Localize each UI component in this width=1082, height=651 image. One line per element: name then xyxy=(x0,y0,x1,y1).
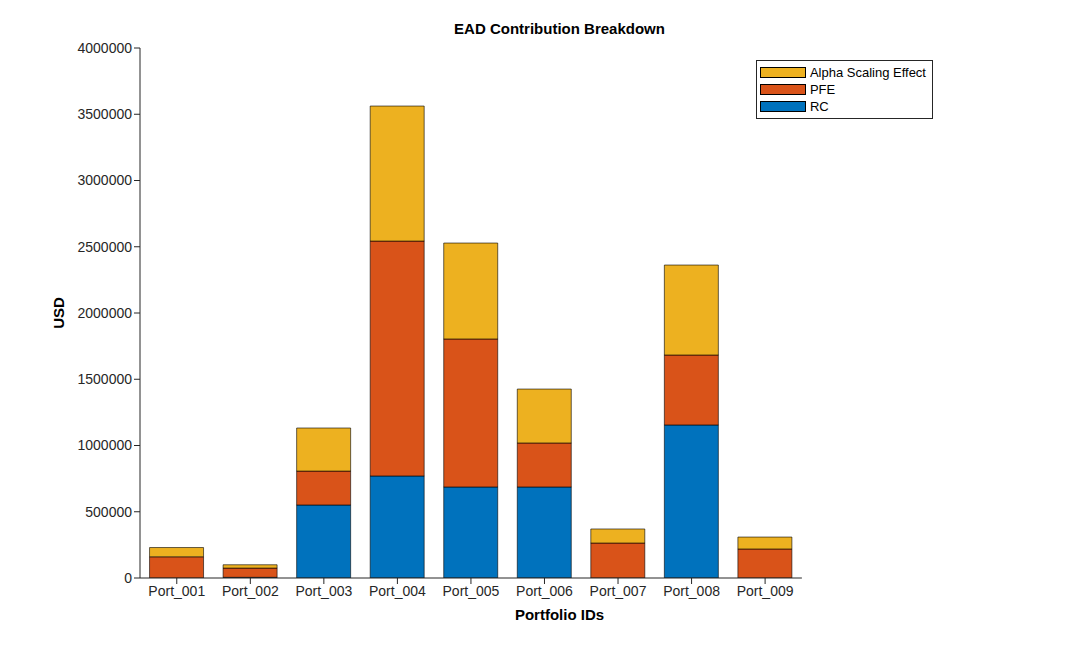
svg-text:Port_005: Port_005 xyxy=(443,583,500,599)
svg-text:0: 0 xyxy=(124,570,132,586)
svg-text:4000000: 4000000 xyxy=(77,40,132,56)
svg-text:500000: 500000 xyxy=(85,504,132,520)
svg-text:1000000: 1000000 xyxy=(77,437,132,453)
svg-text:2000000: 2000000 xyxy=(77,305,132,321)
svg-text:Port_004: Port_004 xyxy=(369,583,426,599)
svg-text:1500000: 1500000 xyxy=(77,371,132,387)
svg-text:Port_007: Port_007 xyxy=(590,583,647,599)
svg-text:Port_002: Port_002 xyxy=(222,583,279,599)
svg-text:3000000: 3000000 xyxy=(77,172,132,188)
html-text:Alpha Scaling Effect: Alpha Scaling Effect xyxy=(809,65,926,80)
svg-text:Port_001: Port_001 xyxy=(148,583,205,599)
html-text:PFE: PFE xyxy=(809,82,836,97)
html-text:USD: USD xyxy=(49,297,67,329)
svg-text:Port_008: Port_008 xyxy=(663,583,720,599)
svg-text:Port_003: Port_003 xyxy=(295,583,352,599)
html-text:Portfolio IDs: Portfolio IDs xyxy=(514,606,605,623)
svg-text:3500000: 3500000 xyxy=(77,106,132,122)
svg-text:2500000: 2500000 xyxy=(77,239,132,255)
html-text:EAD Contribution Breakdown: EAD Contribution Breakdown xyxy=(454,20,665,37)
html-text:RC: RC xyxy=(809,99,829,114)
svg-text:Port_009: Port_009 xyxy=(737,583,794,599)
svg-text:Port_006: Port_006 xyxy=(516,583,573,599)
